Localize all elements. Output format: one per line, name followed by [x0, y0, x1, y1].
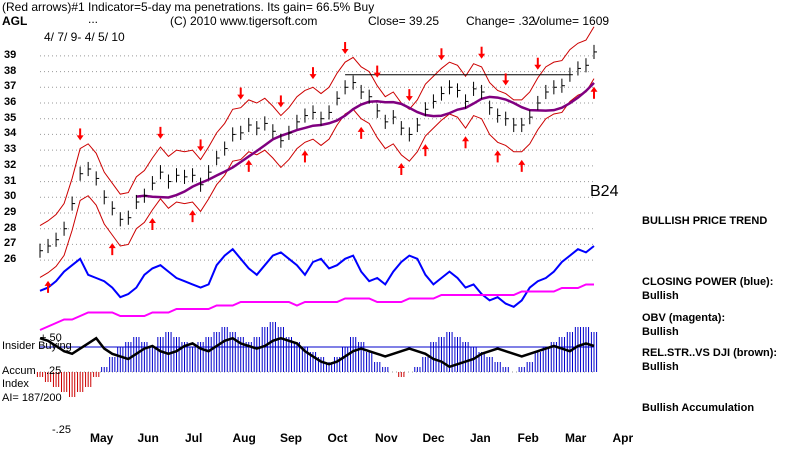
closing-power-value: Bullish — [642, 290, 679, 302]
closing-power-label: CLOSING POWER (blue): — [642, 276, 774, 288]
y-tick-label: 30 — [4, 190, 17, 203]
y-tick-label: 38 — [4, 64, 17, 77]
y-tick-label: 26 — [4, 253, 17, 266]
up-arrow-icon — [590, 86, 598, 99]
copyright-label: (C) 2010 www.tigersoft.com — [170, 14, 318, 28]
plus50-label: +.50 — [40, 332, 62, 344]
y-tick-label: 31 — [4, 174, 17, 187]
signal-arrows — [44, 42, 598, 293]
up-arrow-icon — [189, 210, 197, 223]
rel-str-line — [39, 336, 595, 369]
down-arrow-icon — [197, 139, 205, 152]
y-tick-label: 35 — [4, 111, 17, 124]
y-tick-label: 36 — [4, 96, 17, 108]
x-tick-label: Oct — [327, 431, 348, 445]
ai-label: AI= 187/200 — [2, 392, 62, 404]
up-arrow-icon — [245, 159, 253, 172]
obv-value: Bullish — [642, 326, 679, 338]
volume-label: Volume= 1609 — [532, 14, 610, 28]
y-tick-label: 29 — [4, 206, 17, 218]
price-bars — [39, 44, 597, 258]
down-arrow-icon — [502, 73, 510, 86]
up-arrow-icon — [108, 243, 116, 256]
indicator-lines — [39, 26, 595, 369]
ticker-label: AGL — [2, 14, 28, 28]
accum-index-label: Accum — [2, 365, 36, 377]
up-arrow-icon — [462, 136, 470, 149]
x-tick-label: Feb — [517, 431, 539, 445]
x-tick-label: Apr — [612, 431, 634, 445]
y-tick-label: 28 — [4, 221, 17, 234]
down-arrow-icon — [277, 95, 285, 108]
moving-average — [136, 81, 595, 199]
up-arrow-icon — [148, 218, 156, 230]
x-tick-label: Dec — [422, 431, 445, 445]
y-tick-label: 32 — [4, 158, 17, 171]
minus25-label: -.25 — [52, 424, 71, 436]
up-arrow-icon — [421, 144, 429, 157]
up-arrow-icon — [397, 163, 405, 175]
y-tick-label: 33 — [4, 143, 17, 156]
x-tick-label: Jan — [470, 431, 491, 445]
ellipsis-label: ... — [88, 12, 99, 26]
x-tick-label: May — [90, 431, 114, 445]
signal-b24: B24 — [590, 183, 619, 200]
chart-grid — [40, 55, 594, 373]
insider-label: Insider Buying — [2, 340, 72, 352]
down-arrow-icon — [76, 128, 84, 141]
down-arrow-icon — [237, 87, 245, 100]
y-tick-label: 37 — [4, 80, 17, 93]
accumulation-bars — [36, 322, 598, 397]
index-label: Index — [2, 378, 29, 390]
y-tick-label: 39 — [4, 48, 17, 61]
y-tick-label: 27 — [4, 237, 17, 250]
x-tick-label: Mar — [565, 431, 587, 445]
down-arrow-icon — [373, 65, 381, 78]
down-arrow-icon — [437, 48, 445, 61]
down-arrow-icon — [156, 126, 164, 139]
down-arrow-icon — [534, 57, 542, 70]
x-tick-label: Sep — [280, 431, 303, 445]
x-tick-label: Aug — [232, 431, 256, 445]
y-tick-label: 34 — [4, 127, 17, 140]
up-arrow-icon — [494, 150, 502, 163]
x-tick-label: Nov — [375, 431, 398, 445]
up-arrow-icon — [518, 159, 526, 172]
down-arrow-icon — [478, 46, 486, 59]
upper-band — [39, 26, 595, 227]
date-range: 4/ 7/ 9- 4/ 5/ 10 — [44, 30, 125, 44]
trend-label: BULLISH PRICE TREND — [642, 215, 768, 227]
closing-power-line — [39, 245, 595, 308]
indicator-header: (Red arrows)#1 Indicator=5-day ma penetr… — [2, 0, 375, 14]
close-label: Close= 39.25 — [368, 14, 440, 28]
x-tick-label: Jun — [137, 431, 159, 445]
plus25-label: .25 — [46, 365, 62, 377]
x-tick-label: Jul — [185, 431, 203, 445]
down-arrow-icon — [341, 42, 349, 54]
obv-line — [39, 283, 594, 331]
obv-label: OBV (magenta): — [642, 312, 726, 324]
change-label: Change= .32 — [466, 14, 536, 28]
down-arrow-icon — [405, 89, 413, 102]
up-arrow-icon — [357, 126, 365, 139]
rel-str-value: Bullish — [642, 361, 679, 373]
lower-band — [39, 78, 595, 278]
down-arrow-icon — [309, 67, 317, 80]
accum-label: Bullish Accumulation — [642, 402, 755, 414]
up-arrow-icon — [301, 150, 309, 163]
rel-str-label: REL.STR..VS DJI (brown): — [642, 347, 778, 359]
up-arrow-icon — [44, 280, 52, 293]
